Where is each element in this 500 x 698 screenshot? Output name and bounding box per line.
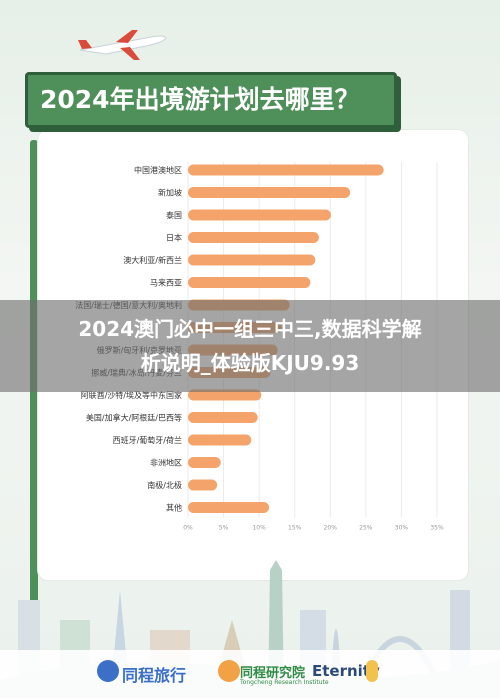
category-label: 其他 — [166, 503, 182, 513]
banner-line-2: 析说明_体验版KJU9.93 — [140, 351, 360, 375]
research-institute-logo-icon — [218, 660, 240, 682]
category-label: 日本 — [166, 233, 182, 243]
x-tick-label: 10% — [252, 525, 266, 532]
airplane-icon — [78, 30, 167, 60]
bar — [188, 412, 258, 423]
bar — [188, 277, 311, 288]
category-label: 西班牙/葡萄牙/荷兰 — [113, 435, 182, 445]
category-label: 泰国 — [166, 210, 182, 220]
bar — [188, 502, 270, 513]
category-label: 非洲地区 — [150, 458, 182, 468]
x-tick-label: 0% — [183, 525, 193, 532]
x-tick-label: 35% — [430, 525, 444, 532]
logo-tongcheng-travel: 同程旅行 — [122, 666, 187, 685]
bar — [188, 187, 351, 198]
logo-research-institute-subtitle: Tongcheng Research Institute — [240, 679, 329, 686]
x-tick-label: 15% — [288, 525, 302, 532]
bar — [188, 434, 252, 446]
category-label: 美国/加拿大/阿根廷/巴西等 — [86, 413, 182, 423]
tongcheng-travel-logo-icon — [97, 660, 119, 682]
chart-title: 2024年出境游计划去哪里？ — [25, 72, 397, 128]
bar — [188, 254, 316, 266]
bar — [188, 209, 331, 221]
category-label: 阿联酋/沙特/埃及等中东国家 — [81, 390, 182, 400]
x-tick-label: 5% — [219, 525, 229, 532]
category-label: 新加坡 — [158, 188, 182, 198]
banner-line-1: 2024澳门必中一组三中三,数据科学解 — [78, 317, 422, 341]
bar — [188, 479, 218, 491]
category-label: 中国港澳地区 — [134, 165, 182, 175]
bar — [188, 232, 319, 243]
eternity-logo-icon — [366, 660, 378, 682]
x-tick-label: 30% — [395, 525, 409, 532]
bar — [188, 457, 221, 468]
footer-bar — [0, 650, 500, 698]
x-tick-label: 25% — [359, 525, 373, 532]
category-label: 南极/北极 — [147, 480, 182, 490]
overlay-banner: 2024澳门必中一组三中三,数据科学解 析说明_体验版KJU9.93 — [0, 300, 500, 392]
bar — [188, 164, 384, 176]
category-label: 马来西亚 — [150, 279, 182, 288]
x-tick-label: 20% — [324, 525, 338, 532]
category-label: 澳大利亚/新西兰 — [123, 255, 182, 265]
logo-eternity: Eternity — [312, 662, 380, 680]
logo-research-institute: 同程研究院 — [240, 666, 306, 681]
bar — [188, 389, 262, 401]
